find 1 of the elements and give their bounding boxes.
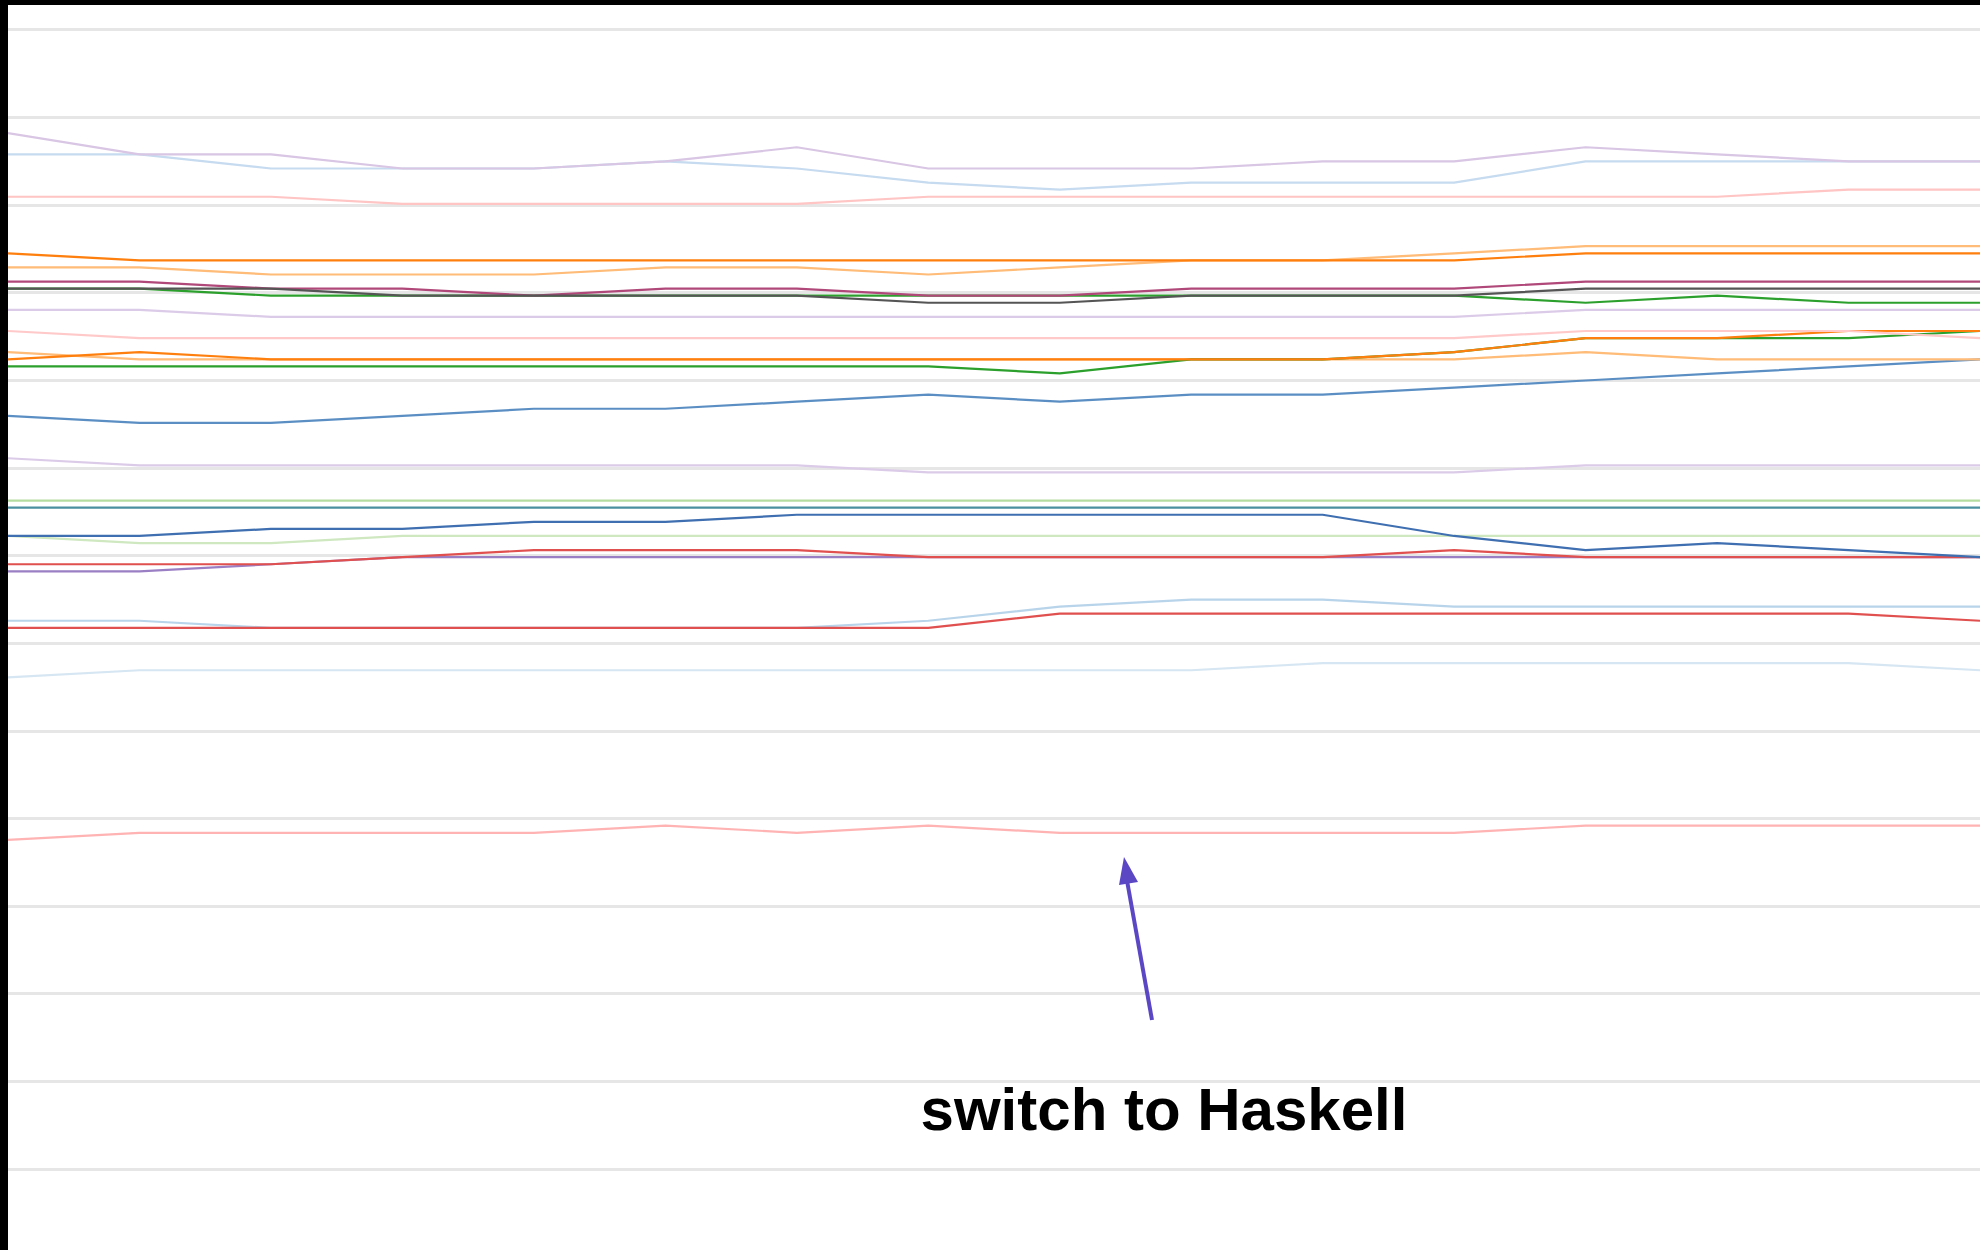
text: switch to Haskell [920,1076,1408,1143]
